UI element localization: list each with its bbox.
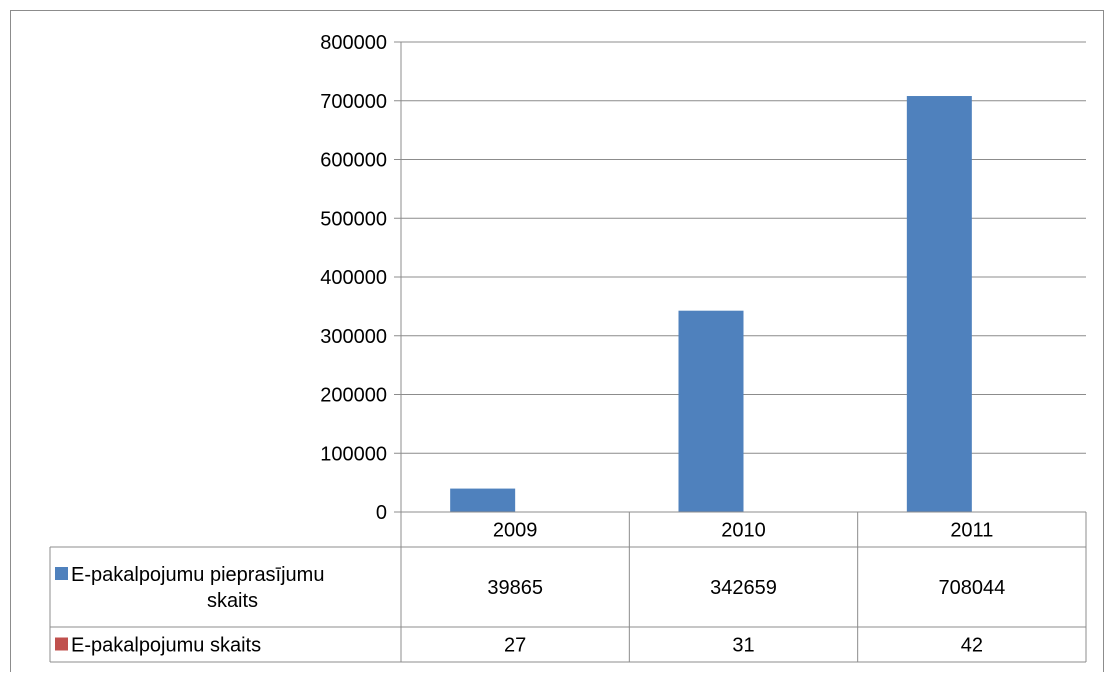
y-tick-label: 800000	[320, 32, 387, 54]
category-label-2009: 2009	[493, 520, 538, 542]
y-tick-label: 500000	[320, 208, 387, 230]
bar-2009-series-1	[450, 488, 516, 512]
data-value-2011-series-1: 708044	[938, 577, 1005, 599]
y-tick-label: 200000	[320, 385, 387, 407]
data-value-2011-series-2: 42	[961, 635, 983, 657]
data-value-2010-series-1: 342659	[710, 577, 777, 599]
data-value-2009-series-1: 39865	[487, 577, 543, 599]
y-tick-label: 0	[376, 502, 387, 524]
category-label-2010: 2010	[721, 520, 766, 542]
y-tick-label: 300000	[320, 326, 387, 348]
series-label-line: E-pakalpojumu pieprasījumu	[71, 564, 324, 586]
chart-frame	[10, 10, 1104, 672]
series-label-line: E-pakalpojumu skaits	[71, 635, 261, 657]
series-label-line: skaits	[207, 590, 258, 612]
data-value-2010-series-2: 31	[732, 635, 754, 657]
y-tick-label: 600000	[320, 150, 387, 172]
legend-key-series-1	[55, 567, 68, 580]
category-label-2011: 2011	[950, 520, 993, 542]
y-tick-label: 100000	[320, 443, 387, 465]
legend-key-series-2	[55, 637, 68, 651]
bar-2011-series-1	[906, 96, 972, 513]
y-tick-label: 700000	[320, 91, 387, 113]
bar-2010-series-1	[678, 310, 744, 512]
y-tick-label: 400000	[320, 267, 387, 289]
data-value-2009-series-2: 27	[504, 635, 526, 657]
